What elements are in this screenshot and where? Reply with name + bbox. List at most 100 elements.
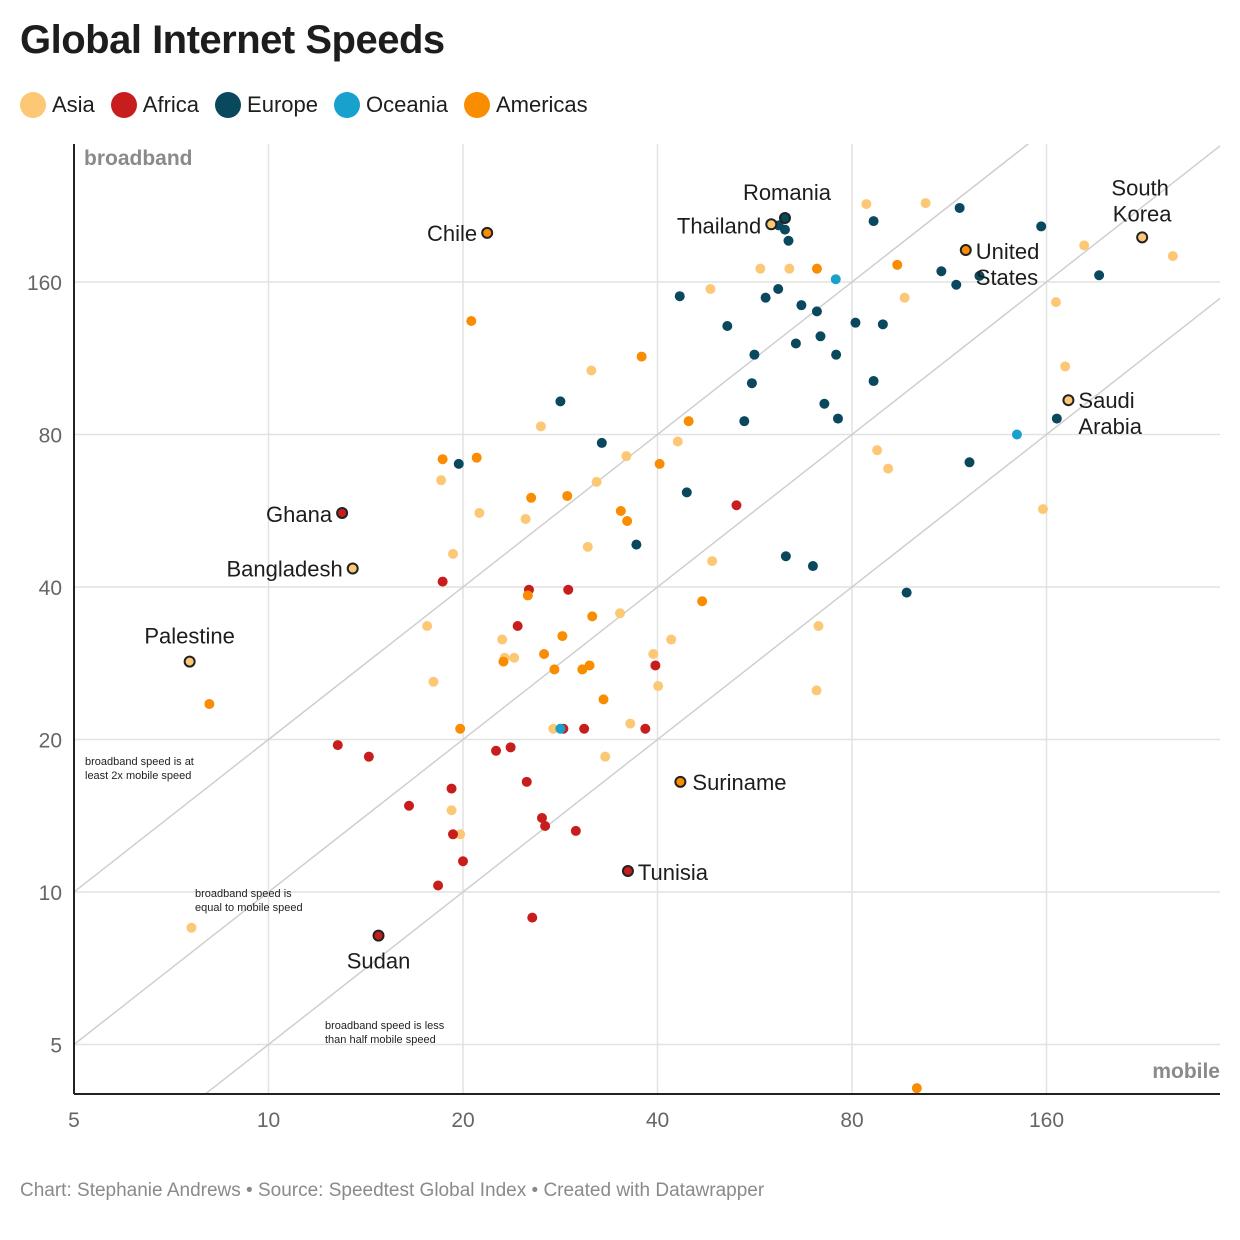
data-point-europe xyxy=(819,398,830,409)
data-point-europe xyxy=(722,320,733,331)
data-point-asia xyxy=(872,445,883,456)
callout-label: States xyxy=(976,265,1038,290)
x-tick-label: 80 xyxy=(840,1109,863,1132)
data-point-africa xyxy=(437,576,448,587)
data-point-africa xyxy=(521,776,532,787)
data-point-europe xyxy=(964,457,975,468)
highlighted-point xyxy=(621,865,634,878)
data-point-africa xyxy=(363,751,374,762)
highlighted-point xyxy=(674,775,687,788)
data-point-americas xyxy=(622,515,633,526)
legend-label-africa: Africa xyxy=(142,92,200,117)
axes: 5 10 20 40 80 160 5 10 20 40 80 160 broadband mobile xyxy=(27,144,1220,1132)
data-point-americas xyxy=(584,660,595,671)
data-point-americas xyxy=(471,452,482,463)
reference-line-label: broadband speed is less xyxy=(325,1020,445,1032)
data-point-europe xyxy=(936,266,947,277)
callout-labels: broadband speed is at least 2x mobile spe… xyxy=(85,175,1172,1046)
data-point-asia xyxy=(707,556,718,567)
callout-label: Saudi xyxy=(1078,388,1134,413)
reference-lines xyxy=(74,144,1220,1094)
callout-label: Palestine xyxy=(144,624,235,649)
x-tick-label: 20 xyxy=(451,1109,474,1132)
data-point-americas xyxy=(615,506,626,517)
reference-line-label: broadband speed is at xyxy=(85,756,194,768)
data-point-asia xyxy=(653,681,664,692)
data-point-europe xyxy=(790,338,801,349)
data-point-africa xyxy=(505,742,516,753)
data-point-europe xyxy=(631,539,642,550)
data-point-europe xyxy=(773,283,784,294)
data-point-europe xyxy=(555,396,566,407)
legend-item-europe: Europe xyxy=(215,92,318,118)
data-point-europe xyxy=(811,306,822,317)
data-point-europe xyxy=(746,378,757,389)
data-point-europe xyxy=(901,587,912,598)
reference-line xyxy=(204,297,1220,1094)
data-point-asia xyxy=(186,922,197,933)
data-point-americas xyxy=(636,351,647,362)
data-point-europe xyxy=(780,551,791,562)
data-point-europe xyxy=(796,300,807,311)
data-point-europe xyxy=(674,291,685,302)
data-point-africa xyxy=(563,584,574,595)
legend-item-americas: Americas xyxy=(463,92,588,118)
data-point-europe xyxy=(596,437,607,448)
data-point-europe xyxy=(832,413,843,424)
highlighted-point xyxy=(183,655,196,668)
data-point-oceania xyxy=(555,723,566,734)
data-point-europe xyxy=(974,270,985,281)
data-point-asia xyxy=(422,621,433,632)
callout-label: Suriname xyxy=(692,770,786,795)
data-point-asia xyxy=(446,805,457,816)
y-tick-label: 80 xyxy=(39,425,62,448)
data-point-asia xyxy=(621,451,632,462)
legend-swatch-asia xyxy=(20,92,46,118)
data-point-africa xyxy=(536,812,547,823)
data-point-europe xyxy=(951,279,962,290)
data-point-europe xyxy=(681,487,692,498)
highlighted-point xyxy=(336,506,349,519)
reference-line-label: than half mobile speed xyxy=(325,1034,436,1046)
data-point-americas xyxy=(892,259,903,270)
data-point-americas xyxy=(587,611,598,622)
callout-label: Korea xyxy=(1113,201,1172,226)
data-point-asia xyxy=(1079,240,1090,251)
data-point-asia xyxy=(1060,361,1071,372)
reference-line xyxy=(74,145,1220,1046)
x-tick-label: 160 xyxy=(1029,1109,1064,1132)
data-point-asia xyxy=(535,421,546,432)
data-point-asia xyxy=(448,548,459,559)
data-point-americas xyxy=(598,694,609,705)
callout-label: Chile xyxy=(427,221,477,246)
data-point-asia xyxy=(920,198,931,209)
data-point-asia xyxy=(705,283,716,294)
data-point-asia xyxy=(586,365,597,376)
reference-line-label: broadband speed is xyxy=(195,888,292,900)
data-point-americas xyxy=(466,316,477,327)
data-point-asia xyxy=(582,541,593,552)
data-point-europe xyxy=(760,292,771,303)
highlighted-point xyxy=(346,562,359,575)
data-point-asia xyxy=(1167,251,1178,262)
data-point-asia xyxy=(1050,297,1061,308)
legend-swatch-europe xyxy=(215,92,242,118)
legend: Asia Africa Europe Oceania Americas xyxy=(20,92,588,118)
x-axis-title: mobile xyxy=(1152,1060,1220,1083)
data-point-asia xyxy=(883,463,894,474)
y-tick-label: 5 xyxy=(50,1035,62,1058)
data-point-africa xyxy=(332,740,343,751)
data-point-europe xyxy=(779,224,790,235)
callout-label: Thailand xyxy=(677,213,761,238)
y-tick-label: 10 xyxy=(39,882,62,905)
highlighted-point xyxy=(372,929,385,942)
data-point-europe xyxy=(877,319,888,330)
data-point-europe xyxy=(453,458,464,469)
data-point-africa xyxy=(448,829,459,840)
data-point-europe xyxy=(868,216,879,227)
highlighted-point xyxy=(765,218,778,231)
highlighted-point xyxy=(959,244,972,257)
data-point-africa xyxy=(458,856,468,867)
data-point-europe xyxy=(783,235,794,246)
highlighted-point xyxy=(778,212,791,225)
